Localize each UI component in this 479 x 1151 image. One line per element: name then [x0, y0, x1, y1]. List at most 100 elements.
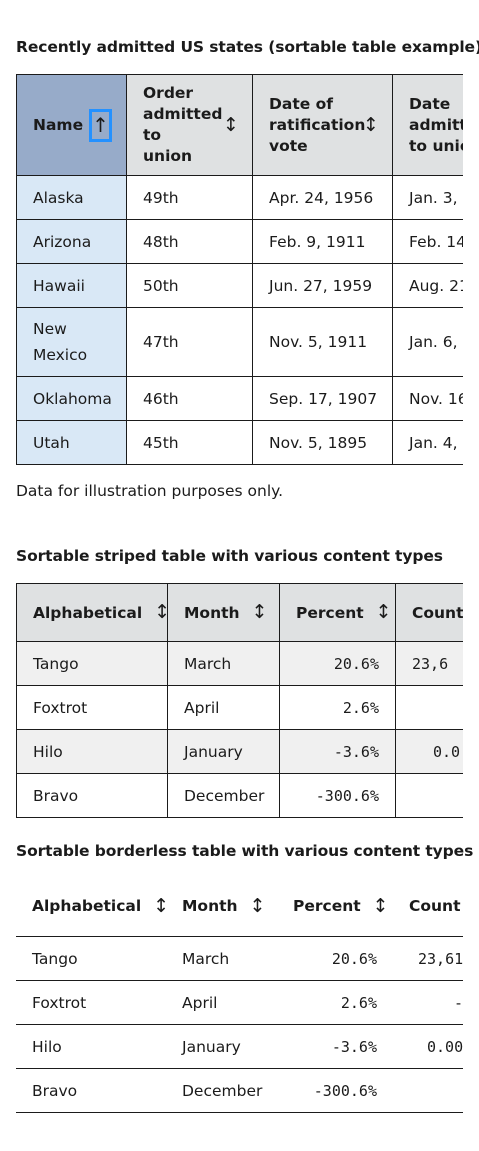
- sort-unsorted-icon[interactable]: ↕: [153, 894, 170, 917]
- cell-order: 49th: [126, 175, 253, 220]
- cell-order: 47th: [126, 307, 253, 377]
- cell-name: Oklahoma: [16, 376, 127, 421]
- cell-count: -3: [393, 980, 463, 1025]
- cell-month: March: [166, 936, 277, 981]
- states-table: Name ↑ Order admitted to union ↕ Date of…: [16, 74, 463, 465]
- cell-percent: 2.6%: [277, 980, 393, 1025]
- sort-unsorted-icon[interactable]: ↕: [249, 894, 266, 917]
- column-header-month: Month ↕: [166, 876, 277, 937]
- table3-container: Alphabetical ↕ Month ↕ Percent ↕ Count T…: [16, 876, 463, 1113]
- cell-order: 46th: [126, 376, 253, 421]
- cell-admitted: Nov. 16, 1907: [392, 376, 463, 421]
- table2-container: Alphabetical ↕ Month ↕ Percent ↕ Count T…: [16, 583, 463, 818]
- column-header-label: Alphabetical: [32, 897, 142, 915]
- column-header-name: Name ↑: [16, 74, 127, 176]
- cell-percent: -300.6%: [279, 773, 396, 818]
- column-header-ratification: Date of ratification vote ↕: [252, 74, 393, 176]
- cell-count: [393, 1068, 463, 1113]
- table-row: Alaska 49th Apr. 24, 1956 Jan. 3, 1959: [16, 175, 463, 220]
- cell-month: April: [166, 980, 277, 1025]
- column-header-label: Count: [409, 897, 461, 915]
- cell-name: Arizona: [16, 219, 127, 264]
- cell-month: March: [167, 641, 280, 686]
- cell-percent: 20.6%: [279, 641, 396, 686]
- cell-alphabetical: Hilo: [16, 729, 168, 774]
- column-header-alphabetical: Alphabetical ↕: [16, 876, 170, 937]
- cell-admitted: Jan. 6, 1912: [392, 307, 463, 377]
- cell-order: 45th: [126, 420, 253, 465]
- column-header-order: Order admitted to union ↕: [126, 74, 253, 176]
- cell-percent: 2.6%: [279, 685, 396, 730]
- sort-unsorted-icon[interactable]: ↕: [223, 113, 239, 136]
- cell-month: January: [167, 729, 280, 774]
- cell-name: Utah: [16, 420, 127, 465]
- column-header-label: Month: [182, 897, 238, 915]
- table-row: New Mexico 47th Nov. 5, 1911 Jan. 6, 191…: [16, 307, 463, 377]
- cell-alphabetical: Foxtrot: [16, 685, 168, 730]
- cell-admitted: Feb. 14, 1912: [392, 219, 463, 264]
- cell-admitted: Jan. 4, 1896: [392, 420, 463, 465]
- cell-month: January: [166, 1024, 277, 1069]
- column-header-label: Month: [184, 603, 240, 622]
- cell-ratification: Jun. 27, 1959: [252, 263, 393, 308]
- cell-name: Hawaii: [16, 263, 127, 308]
- column-header-month: Month ↕: [167, 583, 280, 642]
- cell-count: 0.0: [395, 729, 463, 774]
- column-header-count: Count: [393, 876, 463, 937]
- cell-month: December: [166, 1068, 277, 1113]
- table-row: Utah 45th Nov. 5, 1895 Jan. 4, 1896: [16, 420, 463, 465]
- table-row: Tango March 20.6% 23,61: [16, 936, 463, 981]
- sort-unsorted-icon[interactable]: ↕: [363, 113, 379, 136]
- cell-order: 50th: [126, 263, 253, 308]
- table-row: Arizona 48th Feb. 9, 1911 Feb. 14, 1912: [16, 219, 463, 264]
- sort-unsorted-icon[interactable]: ↕: [154, 601, 171, 623]
- column-header-percent: Percent ↕: [277, 876, 393, 937]
- cell-alphabetical: Hilo: [16, 1024, 166, 1069]
- table3-caption: Sortable borderless table with various c…: [16, 842, 474, 860]
- column-header-percent: Percent ↕: [279, 583, 396, 642]
- cell-ratification: Nov. 5, 1895: [252, 420, 393, 465]
- column-header-label: Date admitted to union: [409, 94, 463, 155]
- column-header-label: Percent: [296, 603, 364, 622]
- table-row: Hilo January -3.6% 0.00: [16, 1024, 463, 1069]
- cell-ratification: Sep. 17, 1907: [252, 376, 393, 421]
- sort-ascending-button[interactable]: ↑: [89, 108, 112, 142]
- column-header-count: Count: [395, 583, 463, 642]
- table-row: Tango March 20.6% 23,6: [16, 641, 463, 686]
- table-row: Hawaii 50th Jun. 27, 1959 Aug. 21, 1959: [16, 263, 463, 308]
- cell-admitted: Jan. 3, 1959: [392, 175, 463, 220]
- table2-caption: Sortable striped table with various cont…: [16, 547, 443, 565]
- cell-count: 23,61: [393, 936, 463, 981]
- cell-month: December: [167, 773, 280, 818]
- cell-count: 0.00: [393, 1024, 463, 1069]
- column-header-label: Alphabetical: [33, 603, 143, 622]
- column-header-label: Name: [33, 115, 84, 134]
- cell-name: New Mexico: [16, 307, 127, 377]
- cell-alphabetical: Tango: [16, 936, 166, 981]
- column-header-label: Order admitted to union: [143, 84, 223, 165]
- table1-footnote: Data for illustration purposes only.: [16, 482, 284, 500]
- table-row: Bravo December -300.6%: [16, 773, 463, 818]
- table-row: Foxtrot April 2.6% -: [16, 685, 463, 730]
- cell-month: April: [167, 685, 280, 730]
- table-row: Oklahoma 46th Sep. 17, 1907 Nov. 16, 190…: [16, 376, 463, 421]
- column-header-label: Date of ratification vote: [269, 94, 366, 155]
- sort-unsorted-icon[interactable]: ↕: [251, 601, 268, 623]
- cell-alphabetical: Foxtrot: [16, 980, 166, 1025]
- column-header-alphabetical: Alphabetical ↕: [16, 583, 171, 642]
- table1-caption: Recently admitted US states (sortable ta…: [16, 38, 479, 56]
- cell-count: -: [395, 685, 463, 730]
- column-header-label: Percent: [293, 897, 361, 915]
- table-row: Foxtrot April 2.6% -3: [16, 980, 463, 1025]
- cell-alphabetical: Bravo: [16, 1068, 166, 1113]
- borderless-table: Alphabetical ↕ Month ↕ Percent ↕ Count T…: [16, 876, 463, 1113]
- sort-unsorted-icon[interactable]: ↕: [375, 601, 392, 623]
- cell-count: [395, 773, 463, 818]
- cell-percent: 20.6%: [277, 936, 393, 981]
- table-row: Bravo December -300.6%: [16, 1068, 463, 1113]
- cell-ratification: Feb. 9, 1911: [252, 219, 393, 264]
- column-header-label: Count: [412, 603, 463, 622]
- sort-unsorted-icon[interactable]: ↕: [372, 894, 389, 917]
- cell-name: Alaska: [16, 175, 127, 220]
- cell-ratification: Nov. 5, 1911: [252, 307, 393, 377]
